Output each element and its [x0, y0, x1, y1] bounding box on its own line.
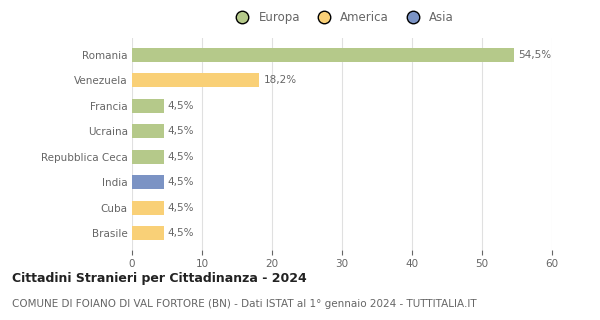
Text: 18,2%: 18,2% [263, 76, 297, 85]
Bar [132, 124, 163, 138]
Bar [132, 226, 163, 240]
Text: 4,5%: 4,5% [168, 101, 194, 111]
Bar [132, 201, 163, 215]
Text: 4,5%: 4,5% [168, 152, 194, 162]
Bar [132, 175, 163, 189]
Text: 4,5%: 4,5% [168, 203, 194, 212]
Text: 4,5%: 4,5% [168, 126, 194, 136]
Text: 4,5%: 4,5% [168, 228, 194, 238]
Text: 54,5%: 54,5% [518, 50, 551, 60]
Bar [132, 73, 259, 87]
Text: COMUNE DI FOIANO DI VAL FORTORE (BN) - Dati ISTAT al 1° gennaio 2024 - TUTTITALI: COMUNE DI FOIANO DI VAL FORTORE (BN) - D… [12, 299, 476, 309]
Bar [132, 99, 163, 113]
Bar [132, 150, 163, 164]
Text: 4,5%: 4,5% [168, 177, 194, 187]
Text: Cittadini Stranieri per Cittadinanza - 2024: Cittadini Stranieri per Cittadinanza - 2… [12, 272, 307, 284]
Bar [132, 48, 514, 62]
Legend: Europa, America, Asia: Europa, America, Asia [226, 6, 458, 29]
